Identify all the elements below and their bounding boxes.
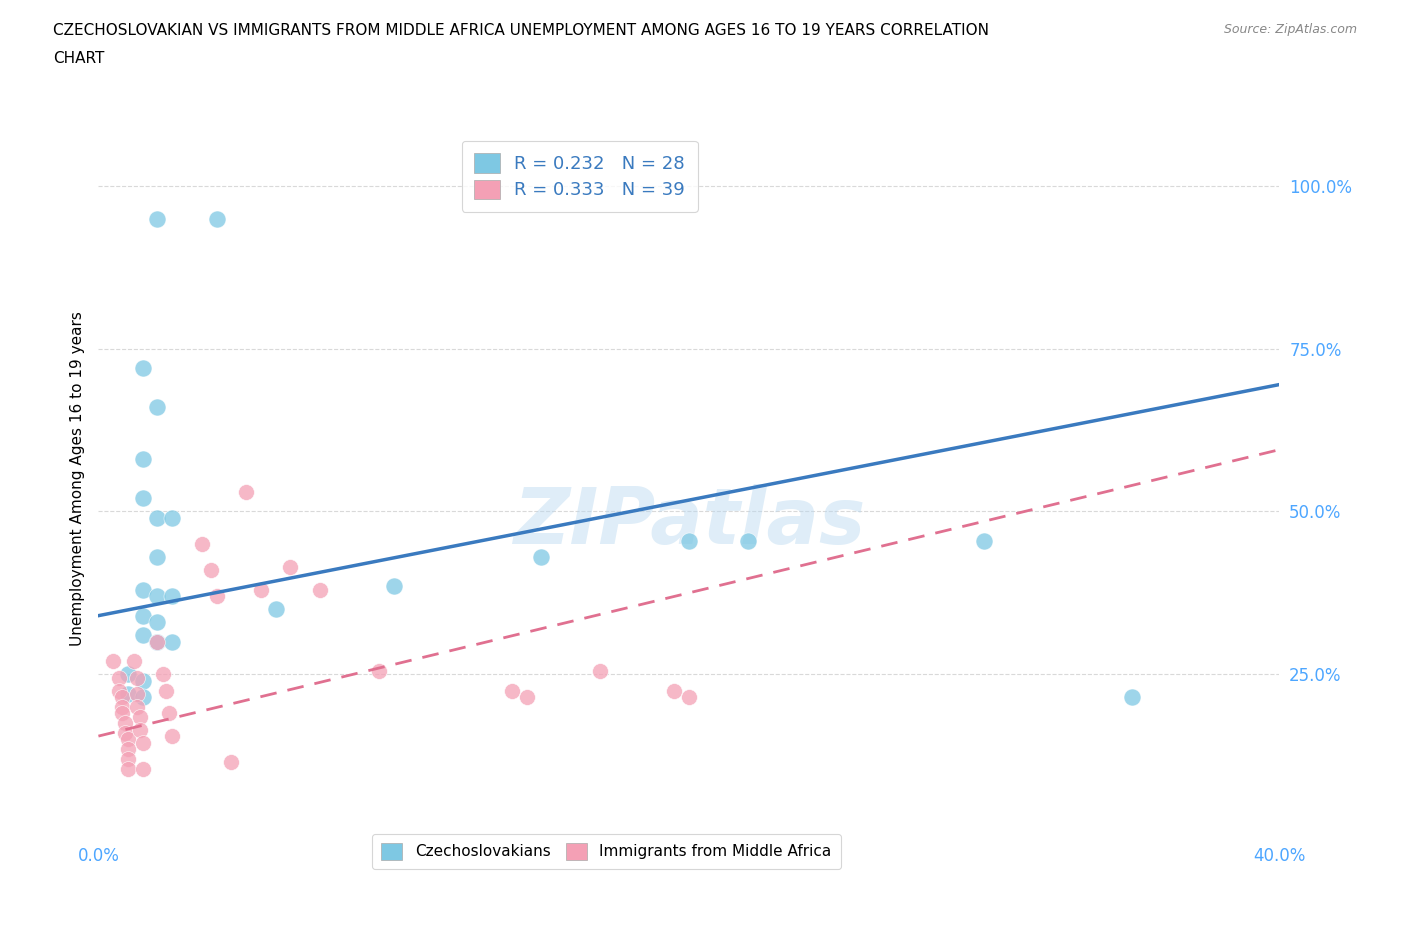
Point [111,706,134,721]
Point [108,683,131,698]
Point [132,582,155,597]
Point [205,211,228,226]
Point [125,670,148,684]
Point [205,589,228,604]
Point [155,683,177,698]
Point [501,683,523,698]
Text: CHART: CHART [53,51,105,66]
Point [146,615,169,630]
Point [125,686,148,701]
Text: Source: ZipAtlas.com: Source: ZipAtlas.com [1223,23,1357,36]
Point [152,667,174,682]
Point [128,722,150,737]
Point [678,690,700,705]
Point [368,664,391,679]
Point [117,751,139,766]
Point [146,400,169,415]
Point [973,534,995,549]
Point [146,550,169,565]
Point [200,563,222,578]
Y-axis label: Unemployment Among Ages 16 to 19 years: Unemployment Among Ages 16 to 19 years [69,312,84,646]
Point [132,361,155,376]
Point [250,582,273,597]
Point [132,452,155,467]
Point [146,211,169,226]
Point [132,608,155,623]
Point [132,761,155,776]
Point [221,755,243,770]
Text: CZECHOSLOVAKIAN VS IMMIGRANTS FROM MIDDLE AFRICA UNEMPLOYMENT AMONG AGES 16 TO 1: CZECHOSLOVAKIAN VS IMMIGRANTS FROM MIDDL… [53,23,990,38]
Point [122,654,145,669]
Point [162,589,183,604]
Point [264,602,287,617]
Point [162,634,183,649]
Point [146,511,169,525]
Point [111,699,134,714]
Point [157,706,180,721]
Point [678,534,700,549]
Point [125,699,148,714]
Point [132,690,155,705]
Text: ZIPatlas: ZIPatlas [513,484,865,560]
Point [128,710,150,724]
Point [309,582,332,597]
Point [111,690,134,705]
Point [235,485,257,499]
Point [516,690,538,705]
Point [280,560,302,575]
Point [117,667,139,682]
Point [132,491,155,506]
Point [589,664,612,679]
Point [146,634,169,649]
Point [108,670,131,684]
Point [664,683,686,698]
Legend: Czechoslovakians, Immigrants from Middle Africa: Czechoslovakians, Immigrants from Middle… [371,834,841,869]
Point [162,511,183,525]
Point [191,537,214,551]
Point [117,742,139,757]
Point [146,634,169,649]
Point [114,716,136,731]
Point [530,550,553,565]
Point [162,729,183,744]
Point [117,732,139,747]
Point [132,736,155,751]
Point [132,673,155,688]
Point [146,589,169,604]
Point [103,654,125,669]
Point [132,628,155,643]
Point [1121,690,1143,705]
Point [117,686,139,701]
Point [382,578,405,594]
Point [737,534,759,549]
Point [117,761,139,776]
Point [114,725,136,740]
